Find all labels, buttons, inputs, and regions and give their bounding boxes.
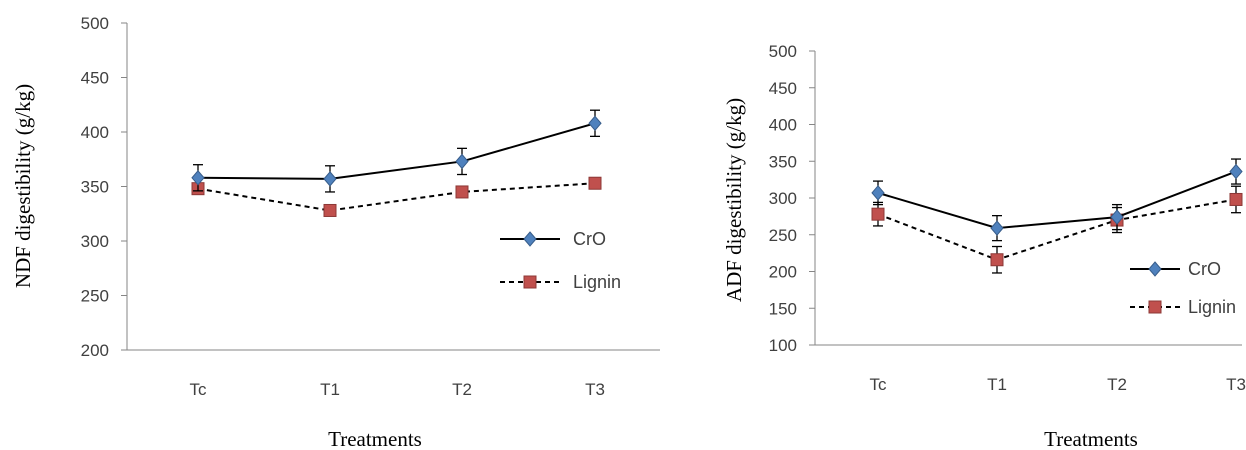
y-tick-label: 350 [769,152,797,171]
data-point-diamond [990,220,1004,236]
legend-marker-diamond [523,231,537,247]
x-tick-label: T3 [1226,375,1246,394]
data-point-diamond [871,185,885,201]
data-point-diamond [455,153,469,170]
y-tick-label: 350 [81,178,109,197]
legend-label: CrO [573,229,606,249]
y-tick-label: 450 [81,69,109,88]
y-tick-label: 250 [81,287,109,306]
y-tick-label: 100 [769,336,797,355]
legend-label: Lignin [573,272,621,292]
x-tick-label: Tc [190,380,208,399]
legend-marker-square [1148,300,1162,314]
series-line [877,170,1237,230]
adf-chart: 100 150 200 250 300 350 400 450 500 Tc T1 T2 T3 Treat… [722,42,1246,450]
x-tick-label: T3 [585,380,605,399]
x-axis-title: Treatments [1044,427,1138,450]
y-axis-title: NDF digestibility (g/kg) [11,84,35,288]
y-tick-label: 450 [769,79,797,98]
legend: CrO Lignin [500,229,621,292]
data-point-square [990,253,1004,267]
data-point-square [588,176,602,190]
series-cro [871,158,1243,242]
ndf-chart: 200 250 300 350 400 450 500 Tc T1 T2 T3 Treatments N… [11,14,660,450]
y-tick-label: 150 [769,299,797,318]
y-axis-title: ADF digestibility (g/kg) [722,98,746,302]
series-line [197,122,596,180]
x-tick-label: T2 [1107,375,1127,394]
y-tick-label: 500 [769,42,797,61]
data-point-square [1229,192,1243,206]
data-point-diamond [191,170,205,186]
legend-marker-square [523,275,537,289]
y-tick-label: 400 [81,123,109,142]
y-tick-label: 500 [81,14,109,33]
x-tick-label: Tc [870,375,888,394]
data-point-diamond [588,115,602,132]
legend: CrO Lignin [1130,259,1236,317]
series-lignin [191,176,602,217]
x-axis-title: Treatments [328,427,422,450]
x-tick-label: T1 [987,375,1007,394]
data-point-diamond [1110,209,1124,225]
data-point-diamond [1229,163,1243,180]
series-cro [191,109,602,193]
series-line [197,182,596,212]
data-point-square [871,207,885,221]
y-tick-label: 200 [769,263,797,282]
x-tick-label: T1 [320,380,340,399]
y-tick-label: 300 [81,232,109,251]
x-tick-label: T2 [452,380,472,399]
y-tick-label: 200 [81,341,109,360]
series-lignin [871,185,1243,274]
legend-label: CrO [1188,259,1221,279]
legend-marker-diamond [1148,261,1162,277]
series-line [877,198,1237,261]
y-tick-label: 250 [769,226,797,245]
data-point-square [455,185,469,199]
y-tick-label: 300 [769,189,797,208]
data-point-square [323,203,337,217]
legend-label: Lignin [1188,297,1236,317]
y-tick-label: 400 [769,116,797,135]
data-point-diamond [323,171,337,187]
